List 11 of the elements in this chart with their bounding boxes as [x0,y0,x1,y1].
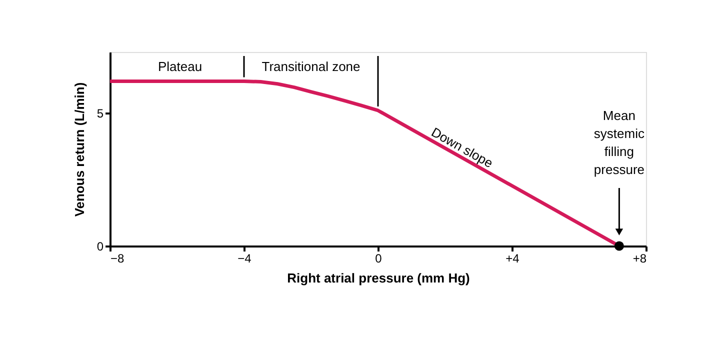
x-axis-title: Right atrial pressure (mm Hg) [287,270,470,286]
x-tick-label: +8 [632,252,647,266]
annotation: Mean systemic filling pressure [594,108,645,177]
annotation: Plateau [158,59,202,74]
x-tick-label: −8 [110,252,125,266]
x-tick-label: +4 [506,252,520,266]
y-axis-title: Venous return (L/min) [72,82,87,217]
x-tick-label: −4 [238,252,252,266]
x-tick-label: 0 [375,252,382,266]
y-tick-label: 5 [96,106,104,121]
annotation: Transitional zone [262,59,360,74]
